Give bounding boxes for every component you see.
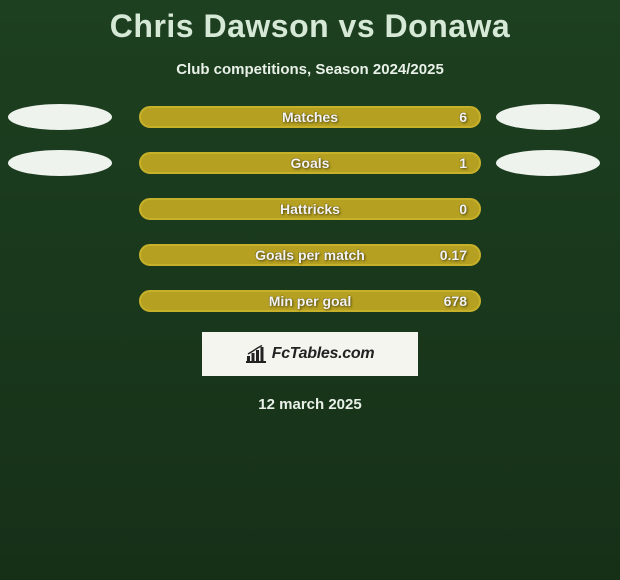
stat-label: Hattricks (280, 201, 340, 217)
branding-link[interactable]: FcTables.com (202, 332, 418, 376)
stat-bar: Goals per match 0.17 (139, 244, 481, 266)
stat-value: 0.17 (440, 247, 467, 263)
stat-bar: Min per goal 678 (139, 290, 481, 312)
subtitle: Club competitions, Season 2024/2025 (176, 61, 444, 78)
chart-icon (246, 345, 266, 363)
date-label: 12 march 2025 (258, 396, 361, 413)
stat-value: 6 (459, 109, 467, 125)
stats-area: Matches 6 Goals 1 Hattricks 0 Goals per … (0, 106, 620, 312)
branding-text: FcTables.com (272, 345, 375, 363)
stat-row-goals-per-match: Goals per match 0.17 (0, 244, 620, 266)
stat-row-min-per-goal: Min per goal 678 (0, 290, 620, 312)
stat-label: Min per goal (269, 293, 351, 309)
stat-label: Goals per match (255, 247, 365, 263)
stat-row-matches: Matches 6 (0, 106, 620, 128)
stat-value: 1 (459, 155, 467, 171)
stat-label: Goals (291, 155, 330, 171)
stat-bar: Goals 1 (139, 152, 481, 174)
stat-row-goals: Goals 1 (0, 152, 620, 174)
stat-bar: Matches 6 (139, 106, 481, 128)
right-value-ellipse (496, 104, 600, 130)
stat-value: 678 (444, 293, 467, 309)
stat-value: 0 (459, 201, 467, 217)
comparison-widget: Chris Dawson vs Donawa Club competitions… (0, 0, 620, 413)
left-value-ellipse (8, 150, 112, 176)
page-title: Chris Dawson vs Donawa (110, 8, 510, 45)
right-value-ellipse (496, 150, 600, 176)
stat-bar: Hattricks 0 (139, 198, 481, 220)
stat-label: Matches (282, 109, 338, 125)
left-value-ellipse (8, 104, 112, 130)
stat-row-hattricks: Hattricks 0 (0, 198, 620, 220)
